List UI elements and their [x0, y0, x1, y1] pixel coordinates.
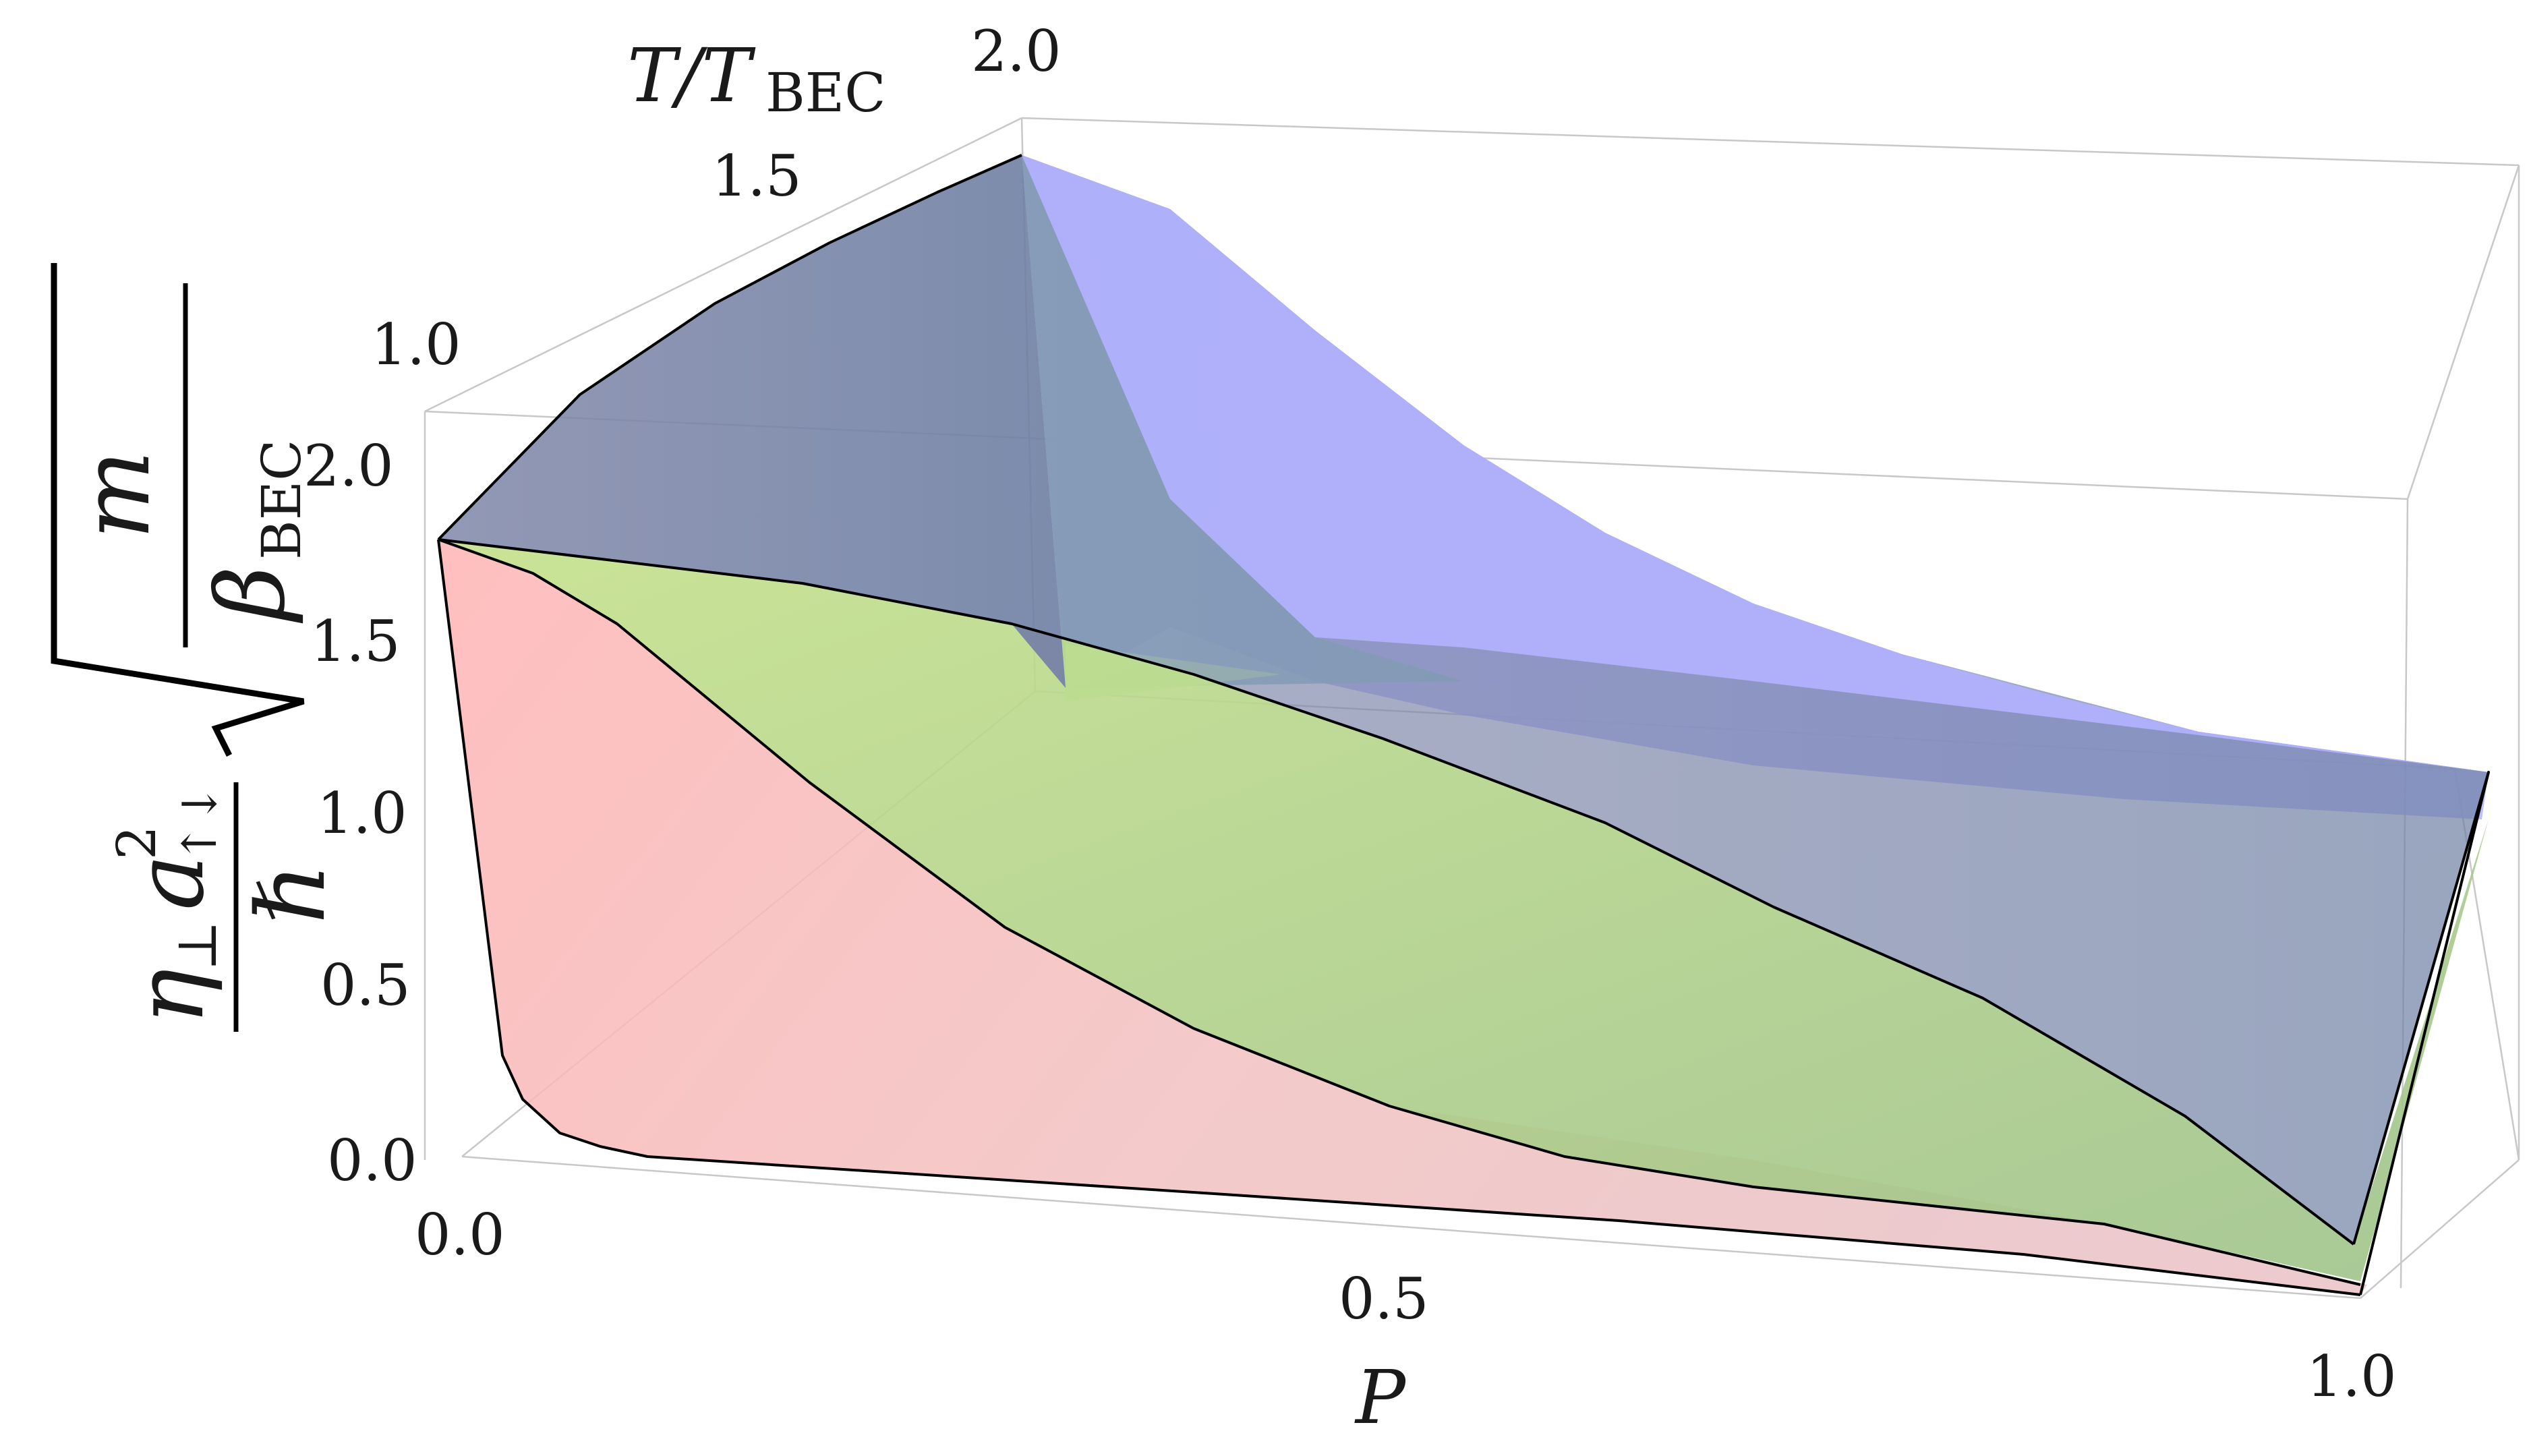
curve-red-high-edge: [438, 538, 2361, 1286]
z-tick-4: 2.0: [303, 433, 394, 499]
surface-green: [438, 540, 2489, 1281]
curve-green-high-edge: [438, 538, 2355, 1246]
surface-red: [438, 540, 2367, 1295]
svg-text:a: a: [115, 854, 225, 910]
z-tick-0: 0.0: [327, 1128, 417, 1194]
svg-text:β: β: [196, 566, 306, 624]
z-axis-label: η ⊥ a 2 ↑↓ ℏ m β BEC: [51, 263, 347, 1032]
y-tick-1: 1.5: [711, 143, 802, 209]
svg-text:ℏ: ℏ: [237, 863, 347, 924]
curve-right-edge: [2352, 771, 2490, 1295]
y-tick-0: 1.0: [371, 312, 461, 378]
x-axis-label: P: [1354, 1354, 1407, 1440]
svg-text:⊥: ⊥: [166, 921, 229, 971]
svg-text:BEC: BEC: [250, 440, 313, 560]
curve-red-low-edge: [437, 539, 2361, 1296]
svg-text:T/T: T/T: [627, 32, 756, 119]
y-axis-ticks: 1.0 1.5 2.0: [371, 18, 1062, 378]
z-tick-3: 1.5: [310, 608, 401, 674]
svg-text:BEC: BEC: [765, 61, 885, 124]
svg-text:m: m: [61, 450, 171, 540]
x-tick-1: 0.5: [1339, 1266, 1429, 1332]
x-tick-2: 1.0: [2306, 1343, 2397, 1409]
x-axis-ticks: 0.0 0.5 1.0: [415, 1202, 2397, 1409]
y-axis-label: T/T BEC: [627, 32, 885, 124]
x-tick-0: 0.0: [415, 1202, 505, 1268]
y-tick-2: 2.0: [971, 18, 1062, 84]
svg-text:2: 2: [105, 825, 168, 860]
svg-text:↑↓: ↑↓: [172, 784, 227, 863]
surface-slate: [438, 155, 2489, 1244]
z-tick-2: 1.0: [317, 780, 407, 846]
svg-text:η: η: [115, 968, 225, 1025]
curve-blue-front-edge: [437, 154, 1022, 541]
z-tick-1: 0.5: [320, 952, 411, 1018]
z-axis-ticks: 0.0 0.5 1.0 1.5 2.0: [303, 433, 417, 1194]
